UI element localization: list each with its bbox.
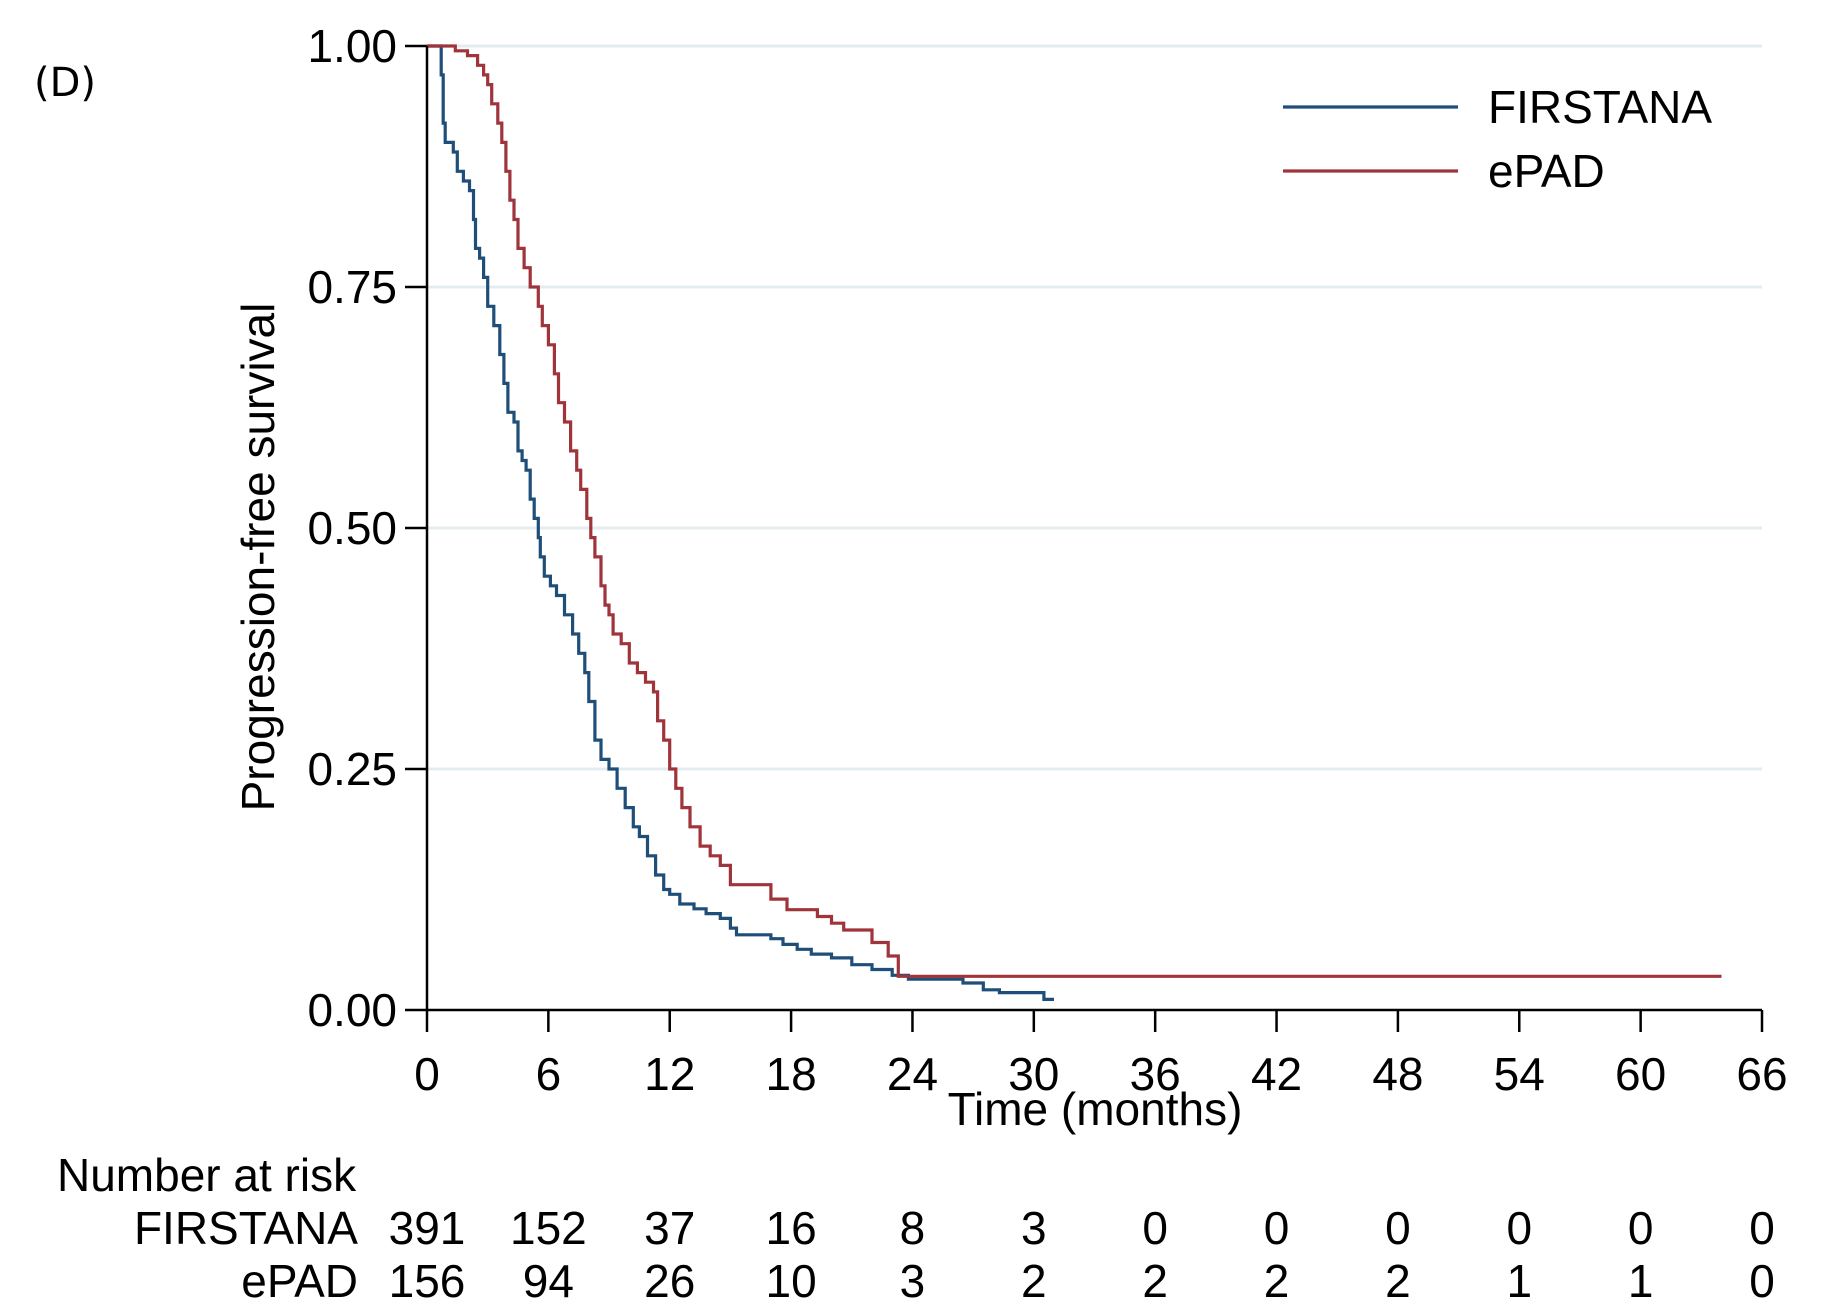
- risk-row-label-epad: ePAD: [241, 1255, 358, 1307]
- risk-value: 2: [1021, 1255, 1047, 1307]
- risk-value: 2: [1142, 1255, 1168, 1307]
- x-tick-label: 24: [887, 1048, 938, 1100]
- risk-value: 0: [1385, 1202, 1411, 1254]
- risk-value: 26: [644, 1255, 695, 1307]
- risk-value: 16: [766, 1202, 817, 1254]
- legend-label-firstana: FIRSTANA: [1488, 81, 1712, 133]
- y-axis-title: Progression-free survival: [232, 303, 284, 812]
- risk-value: 0: [1142, 1202, 1168, 1254]
- risk-value: 8: [900, 1202, 926, 1254]
- risk-value: 94: [523, 1255, 574, 1307]
- x-tick-label: 6: [536, 1048, 562, 1100]
- risk-value: 2: [1264, 1255, 1290, 1307]
- x-tick-label: 60: [1615, 1048, 1666, 1100]
- x-tick-label: 30: [1008, 1048, 1059, 1100]
- risk-value: 0: [1749, 1255, 1775, 1307]
- risk-value: 37: [644, 1202, 695, 1254]
- risk-value: 0: [1264, 1202, 1290, 1254]
- x-tick-label: 66: [1736, 1048, 1787, 1100]
- y-tick-label: 0.50: [307, 502, 397, 554]
- legend: FIRSTANA ePAD: [1283, 81, 1712, 197]
- series-line-epad: [427, 44, 1722, 978]
- risk-value: 0: [1506, 1202, 1532, 1254]
- risk-value: 3: [900, 1255, 926, 1307]
- risk-value: 3: [1021, 1202, 1047, 1254]
- risk-value: 1: [1628, 1255, 1654, 1307]
- grid-lines: [427, 44, 1762, 771]
- x-axis-title: Time (months): [948, 1083, 1243, 1135]
- x-tick-label: 42: [1251, 1048, 1302, 1100]
- risk-value: 10: [766, 1255, 817, 1307]
- y-tick-label: 1.00: [307, 20, 397, 72]
- legend-label-epad: ePAD: [1488, 145, 1605, 197]
- x-tick-label: 12: [644, 1048, 695, 1100]
- x-tick-label: 54: [1494, 1048, 1545, 1100]
- y-tick-label: 0.75: [307, 261, 397, 313]
- y-tick-label: 0.00: [307, 984, 397, 1036]
- x-tick-label: 0: [414, 1048, 440, 1100]
- risk-value: 156: [389, 1255, 466, 1307]
- x-tick-label: 48: [1372, 1048, 1423, 1100]
- series-group: [427, 44, 1722, 1001]
- x-tick-label: 18: [766, 1048, 817, 1100]
- risk-row-label-firstana: FIRSTANA: [134, 1202, 358, 1254]
- risk-table-title: Number at risk: [57, 1149, 357, 1201]
- risk-value: 152: [510, 1202, 587, 1254]
- risk-value: 0: [1628, 1202, 1654, 1254]
- series-line-firstana: [427, 44, 1054, 1001]
- axes: 0.00 0.25 0.50 0.75 1.00 0 6 12 18 24 30 36 42 48 54 60…: [307, 20, 1787, 1100]
- risk-value: 0: [1749, 1202, 1775, 1254]
- risk-value: 2: [1385, 1255, 1411, 1307]
- risk-value: 391: [389, 1202, 466, 1254]
- y-tick-label: 0.25: [307, 743, 397, 795]
- panel-label: (D): [34, 60, 96, 106]
- x-tick-label: 36: [1130, 1048, 1181, 1100]
- risk-value: 1: [1506, 1255, 1532, 1307]
